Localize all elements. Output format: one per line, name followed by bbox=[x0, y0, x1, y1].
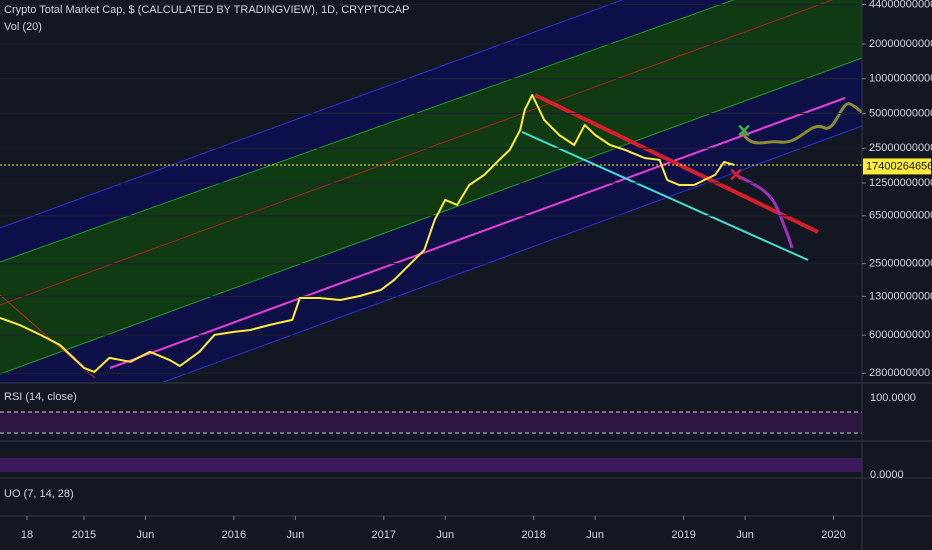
panel-axis-label: 0.0000 bbox=[870, 469, 904, 481]
y-tick-label: 250000000000 bbox=[869, 142, 932, 154]
price-label-box bbox=[863, 158, 931, 175]
indicator-label: RSI (14, close) bbox=[4, 391, 77, 403]
chart-title: Crypto Total Market Cap, $ (CALCULATED B… bbox=[4, 4, 409, 16]
y-tick-label: 2800000000 bbox=[869, 367, 930, 379]
x-tick-label: 18 bbox=[21, 529, 33, 541]
y-tick-label: 25000000000 bbox=[869, 258, 932, 270]
y-tick-label: 65000000000 bbox=[869, 210, 932, 222]
x-tick-label: 2017 bbox=[372, 529, 396, 541]
channel-band bbox=[0, 58, 862, 382]
drawings: ✕ ✕ bbox=[0, 0, 862, 382]
projection bbox=[740, 102, 862, 145]
y-tick-label: 2000000000000 bbox=[869, 38, 932, 50]
x-tick-label: Jun bbox=[436, 529, 454, 541]
marker: ✕ bbox=[728, 165, 743, 185]
y-tick-label: 4400000000000 bbox=[869, 0, 932, 10]
trend-line bbox=[534, 93, 819, 234]
x-tick-label: 2015 bbox=[72, 529, 96, 541]
x-tick-label: Jun bbox=[137, 529, 155, 541]
x-tick-label: 2016 bbox=[222, 529, 246, 541]
rsi-band bbox=[0, 412, 862, 433]
trend-line bbox=[521, 131, 809, 261]
x-tick-label: 2019 bbox=[671, 529, 695, 541]
y-tick-label: 13000000000 bbox=[869, 290, 932, 302]
series-layer bbox=[0, 4, 862, 374]
trend-line bbox=[109, 97, 846, 369]
marker: ✕ bbox=[736, 121, 751, 141]
y-tick-label: 125000000000 bbox=[869, 177, 932, 189]
channel-line bbox=[0, 0, 735, 263]
channel-line bbox=[0, 0, 624, 229]
indicator-label: UO (7, 14, 28) bbox=[4, 488, 74, 500]
x-tick-label: Jun bbox=[586, 529, 604, 541]
y-tick-label: 500000000000 bbox=[869, 107, 932, 119]
panel-axis-label: 100.0000 bbox=[870, 392, 916, 404]
price-label: 174002646567 bbox=[866, 160, 932, 172]
x-tick-label: Jun bbox=[286, 529, 304, 541]
price-line bbox=[0, 94, 735, 373]
panel-band bbox=[0, 458, 862, 472]
indicator-label: Vol (20) bbox=[4, 21, 42, 33]
channel-line bbox=[162, 125, 862, 382]
x-tick-label: Jun bbox=[736, 529, 754, 541]
x-tick-label: 2018 bbox=[521, 529, 545, 541]
channel-band bbox=[0, 0, 862, 374]
y-tick-label: 6000000000 bbox=[869, 329, 930, 341]
x-tick-label: 2020 bbox=[821, 529, 845, 541]
channel-line bbox=[0, 0, 834, 306]
y-tick-label: 1000000000000 bbox=[869, 73, 932, 85]
